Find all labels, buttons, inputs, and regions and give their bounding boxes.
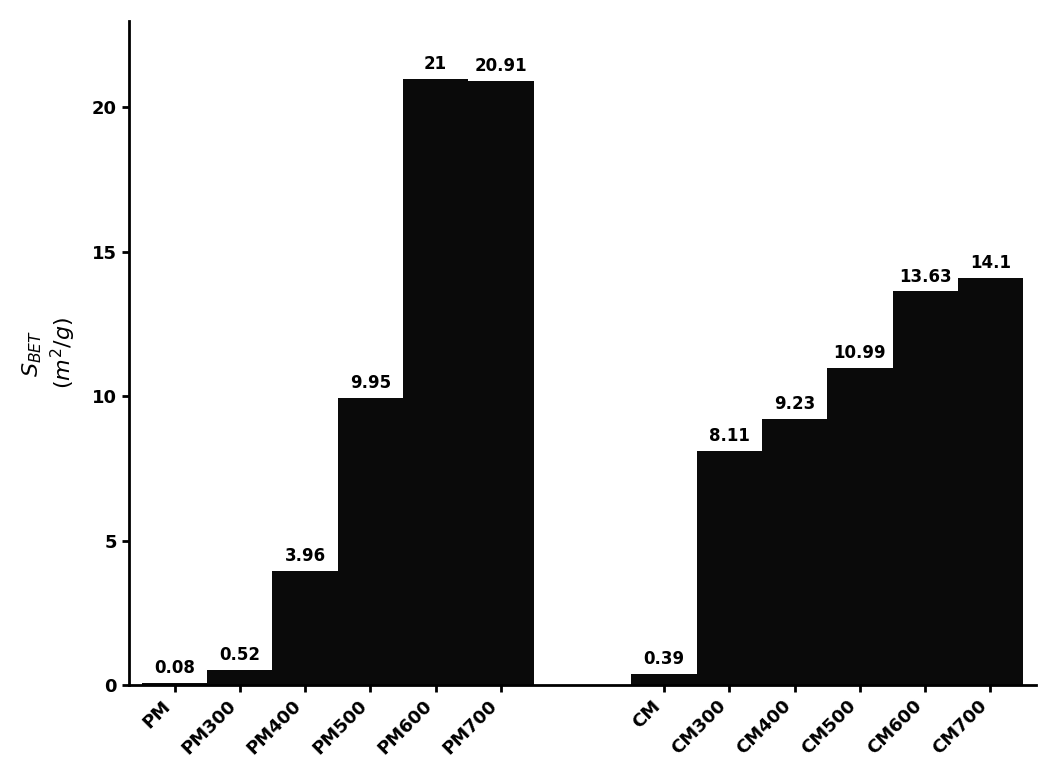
Bar bbox=[403, 79, 468, 685]
Bar bbox=[273, 571, 337, 685]
Text: 9.95: 9.95 bbox=[350, 374, 391, 392]
Y-axis label: $S_{BET}$
$(m^2/g)$: $S_{BET}$ $(m^2/g)$ bbox=[21, 317, 78, 389]
Bar bbox=[892, 291, 958, 685]
Text: 13.63: 13.63 bbox=[898, 268, 951, 286]
Text: 0.52: 0.52 bbox=[219, 647, 260, 664]
Text: 9.23: 9.23 bbox=[774, 395, 815, 413]
Text: 8.11: 8.11 bbox=[709, 427, 749, 445]
Text: 3.96: 3.96 bbox=[284, 547, 326, 565]
Bar bbox=[762, 418, 828, 685]
Bar bbox=[958, 278, 1023, 685]
Bar bbox=[631, 674, 697, 685]
Text: 10.99: 10.99 bbox=[834, 344, 886, 362]
Text: 0.39: 0.39 bbox=[644, 650, 685, 668]
Bar bbox=[142, 683, 207, 685]
Text: 0.08: 0.08 bbox=[154, 659, 194, 677]
Bar bbox=[697, 451, 762, 685]
Bar bbox=[828, 368, 892, 685]
Text: 21: 21 bbox=[424, 55, 447, 72]
Text: 20.91: 20.91 bbox=[475, 58, 527, 76]
Text: 14.1: 14.1 bbox=[970, 254, 1010, 272]
Bar bbox=[337, 398, 403, 685]
Bar bbox=[468, 81, 534, 685]
Bar bbox=[207, 670, 273, 685]
